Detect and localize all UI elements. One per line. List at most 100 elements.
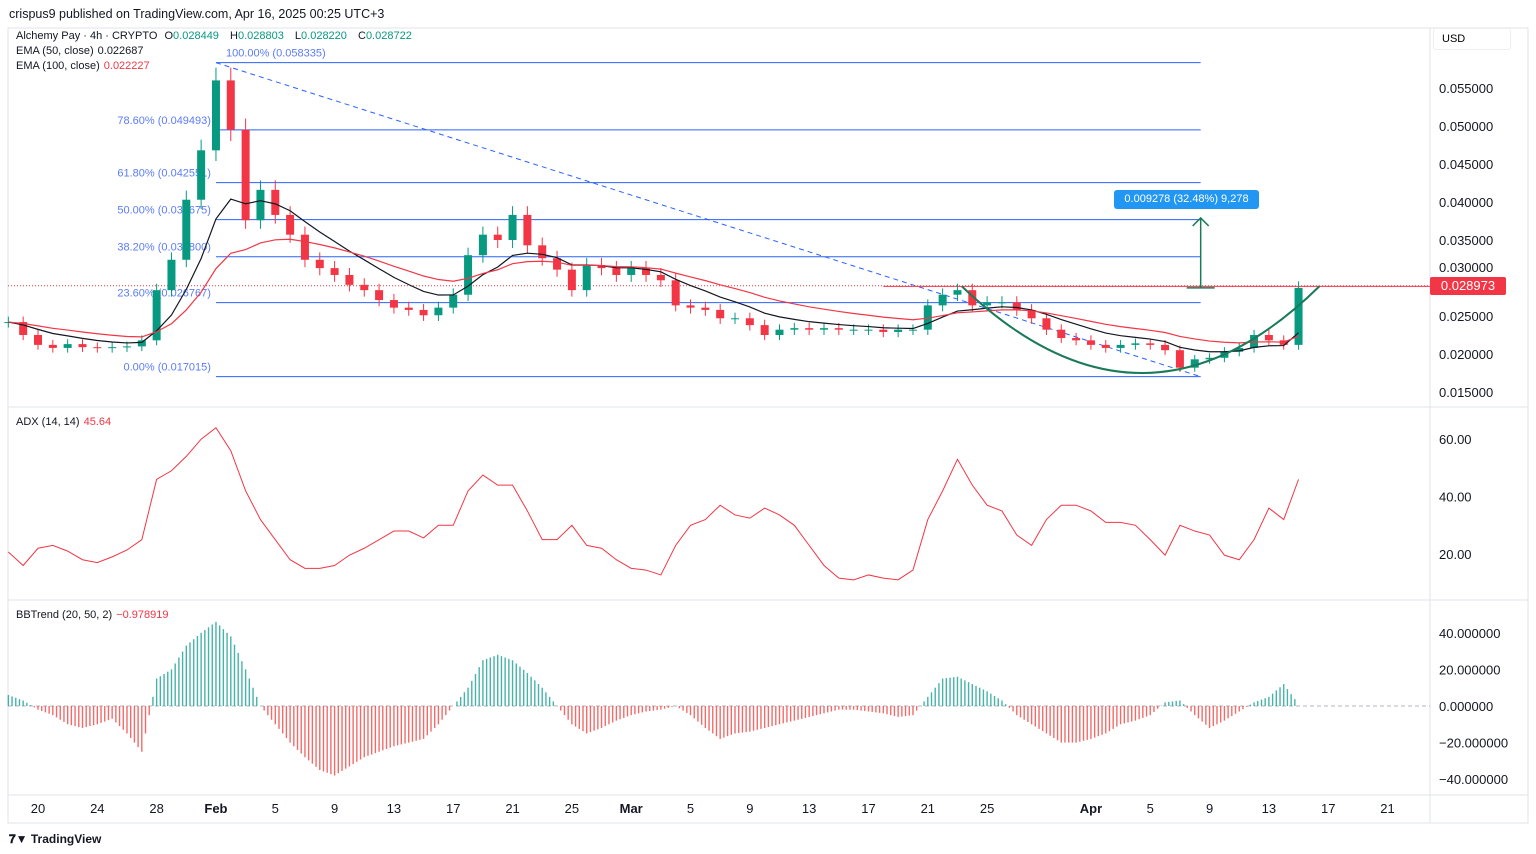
time-tick: 13 xyxy=(387,801,401,816)
candle xyxy=(122,346,131,348)
ema100-legend[interactable]: EMA (100, close) 0.022227 xyxy=(16,60,154,72)
adx-value: 45.64 xyxy=(83,416,112,428)
candle xyxy=(612,268,621,275)
candle xyxy=(389,300,398,308)
candle xyxy=(894,329,903,332)
bbtrend-legend[interactable]: BBTrend (20, 50, 2) −0.978919 xyxy=(16,609,173,621)
candle xyxy=(553,258,562,270)
candle xyxy=(508,214,517,240)
candle xyxy=(256,189,265,221)
candle xyxy=(627,268,636,275)
candle xyxy=(686,305,695,308)
candle xyxy=(182,199,191,260)
adx-label: ADX (14, 14) xyxy=(16,416,80,428)
bbtrend-tick: 40.000000 xyxy=(1439,626,1500,641)
time-tick: 24 xyxy=(90,801,104,816)
time-tick: 25 xyxy=(565,801,579,816)
bbtrend-tick: −20.000000 xyxy=(1439,736,1508,751)
candle xyxy=(597,265,606,269)
candle xyxy=(953,290,962,295)
fib-level-label: 23.60% (0.026767) xyxy=(117,288,211,300)
logo-text: TradingView xyxy=(30,832,102,846)
candle xyxy=(34,335,42,345)
candle xyxy=(790,328,799,330)
ema50-line xyxy=(8,198,1299,353)
candle xyxy=(241,129,250,221)
close-value: 0.028722 xyxy=(365,30,412,42)
candle xyxy=(983,302,992,306)
bbtrend-tick: −40.000000 xyxy=(1439,772,1508,787)
time-tick: 9 xyxy=(1206,801,1213,816)
candle xyxy=(48,344,57,348)
last-price-tag: 0.028973 xyxy=(1430,277,1506,295)
price-tick: 0.035000 xyxy=(1439,233,1493,248)
currency-button[interactable]: USD xyxy=(1433,28,1511,50)
candle xyxy=(1072,338,1081,341)
candle xyxy=(1235,347,1244,352)
time-tick: 13 xyxy=(1262,801,1276,816)
ema50-legend[interactable]: EMA (50, close) 0.022687 xyxy=(16,45,148,57)
candle xyxy=(760,325,769,335)
time-tick: Apr xyxy=(1080,801,1102,816)
close-label: C xyxy=(357,30,366,42)
candle xyxy=(211,80,220,151)
measure-arrowhead xyxy=(1192,216,1210,227)
time-tick: Mar xyxy=(620,801,643,816)
time-tick: 17 xyxy=(1321,801,1335,816)
time-tick: 21 xyxy=(505,801,519,816)
adx-legend[interactable]: ADX (14, 14) 45.64 xyxy=(16,416,115,428)
price-tick: 0.055000 xyxy=(1439,81,1493,96)
candle xyxy=(819,328,828,330)
candle xyxy=(1190,359,1199,368)
price-tick: 0.015000 xyxy=(1439,385,1493,400)
candle xyxy=(1027,309,1036,319)
adx-tick: 40.00 xyxy=(1439,490,1472,505)
candle xyxy=(923,305,932,330)
candle xyxy=(449,294,458,308)
time-tick: 5 xyxy=(272,801,279,816)
candle xyxy=(271,189,280,215)
adx-line xyxy=(8,426,1300,581)
candle xyxy=(137,340,146,347)
symbol-name[interactable]: Alchemy Pay · 4h · CRYPTO xyxy=(16,30,158,42)
time-tick: 20 xyxy=(31,801,45,816)
candle xyxy=(78,344,87,348)
candle xyxy=(345,274,354,285)
fib-level-label: 78.60% (0.049493) xyxy=(117,115,211,127)
open-label: O xyxy=(164,30,174,42)
candle xyxy=(642,268,651,275)
candle xyxy=(567,269,576,291)
candle xyxy=(834,328,843,330)
candle xyxy=(93,347,102,349)
ema100-line xyxy=(8,238,1299,344)
time-tick: 28 xyxy=(149,801,163,816)
candle xyxy=(108,347,117,349)
fib-level-label: 50.00% (0.037675) xyxy=(117,205,211,217)
candle xyxy=(523,214,532,246)
candle xyxy=(1057,329,1066,339)
time-tick: Feb xyxy=(204,801,227,816)
candle xyxy=(716,309,725,319)
time-tick: 5 xyxy=(687,801,694,816)
symbol-legend: Alchemy Pay · 4h · CRYPTO O0.028449 H0.0… xyxy=(16,30,420,42)
candle xyxy=(1294,287,1303,345)
chart-border xyxy=(7,27,1529,824)
ema100-label: EMA (100, close) xyxy=(16,60,100,72)
bbtrend-tick: 20.000000 xyxy=(1439,662,1500,677)
candle xyxy=(226,80,235,130)
candle xyxy=(582,265,591,291)
adx-tick: 60.00 xyxy=(1439,432,1472,447)
candle xyxy=(1101,344,1110,348)
time-tick: 9 xyxy=(331,801,338,816)
candle xyxy=(63,344,72,348)
candle xyxy=(775,329,784,335)
bbtrend-label: BBTrend (20, 50, 2) xyxy=(16,609,113,621)
open-group: O0.028449 xyxy=(164,30,222,42)
candle xyxy=(938,294,947,306)
open-value: 0.028449 xyxy=(173,30,219,42)
price-tick: 0.025000 xyxy=(1439,309,1493,324)
low-label: L xyxy=(294,30,302,42)
candle xyxy=(19,322,28,335)
